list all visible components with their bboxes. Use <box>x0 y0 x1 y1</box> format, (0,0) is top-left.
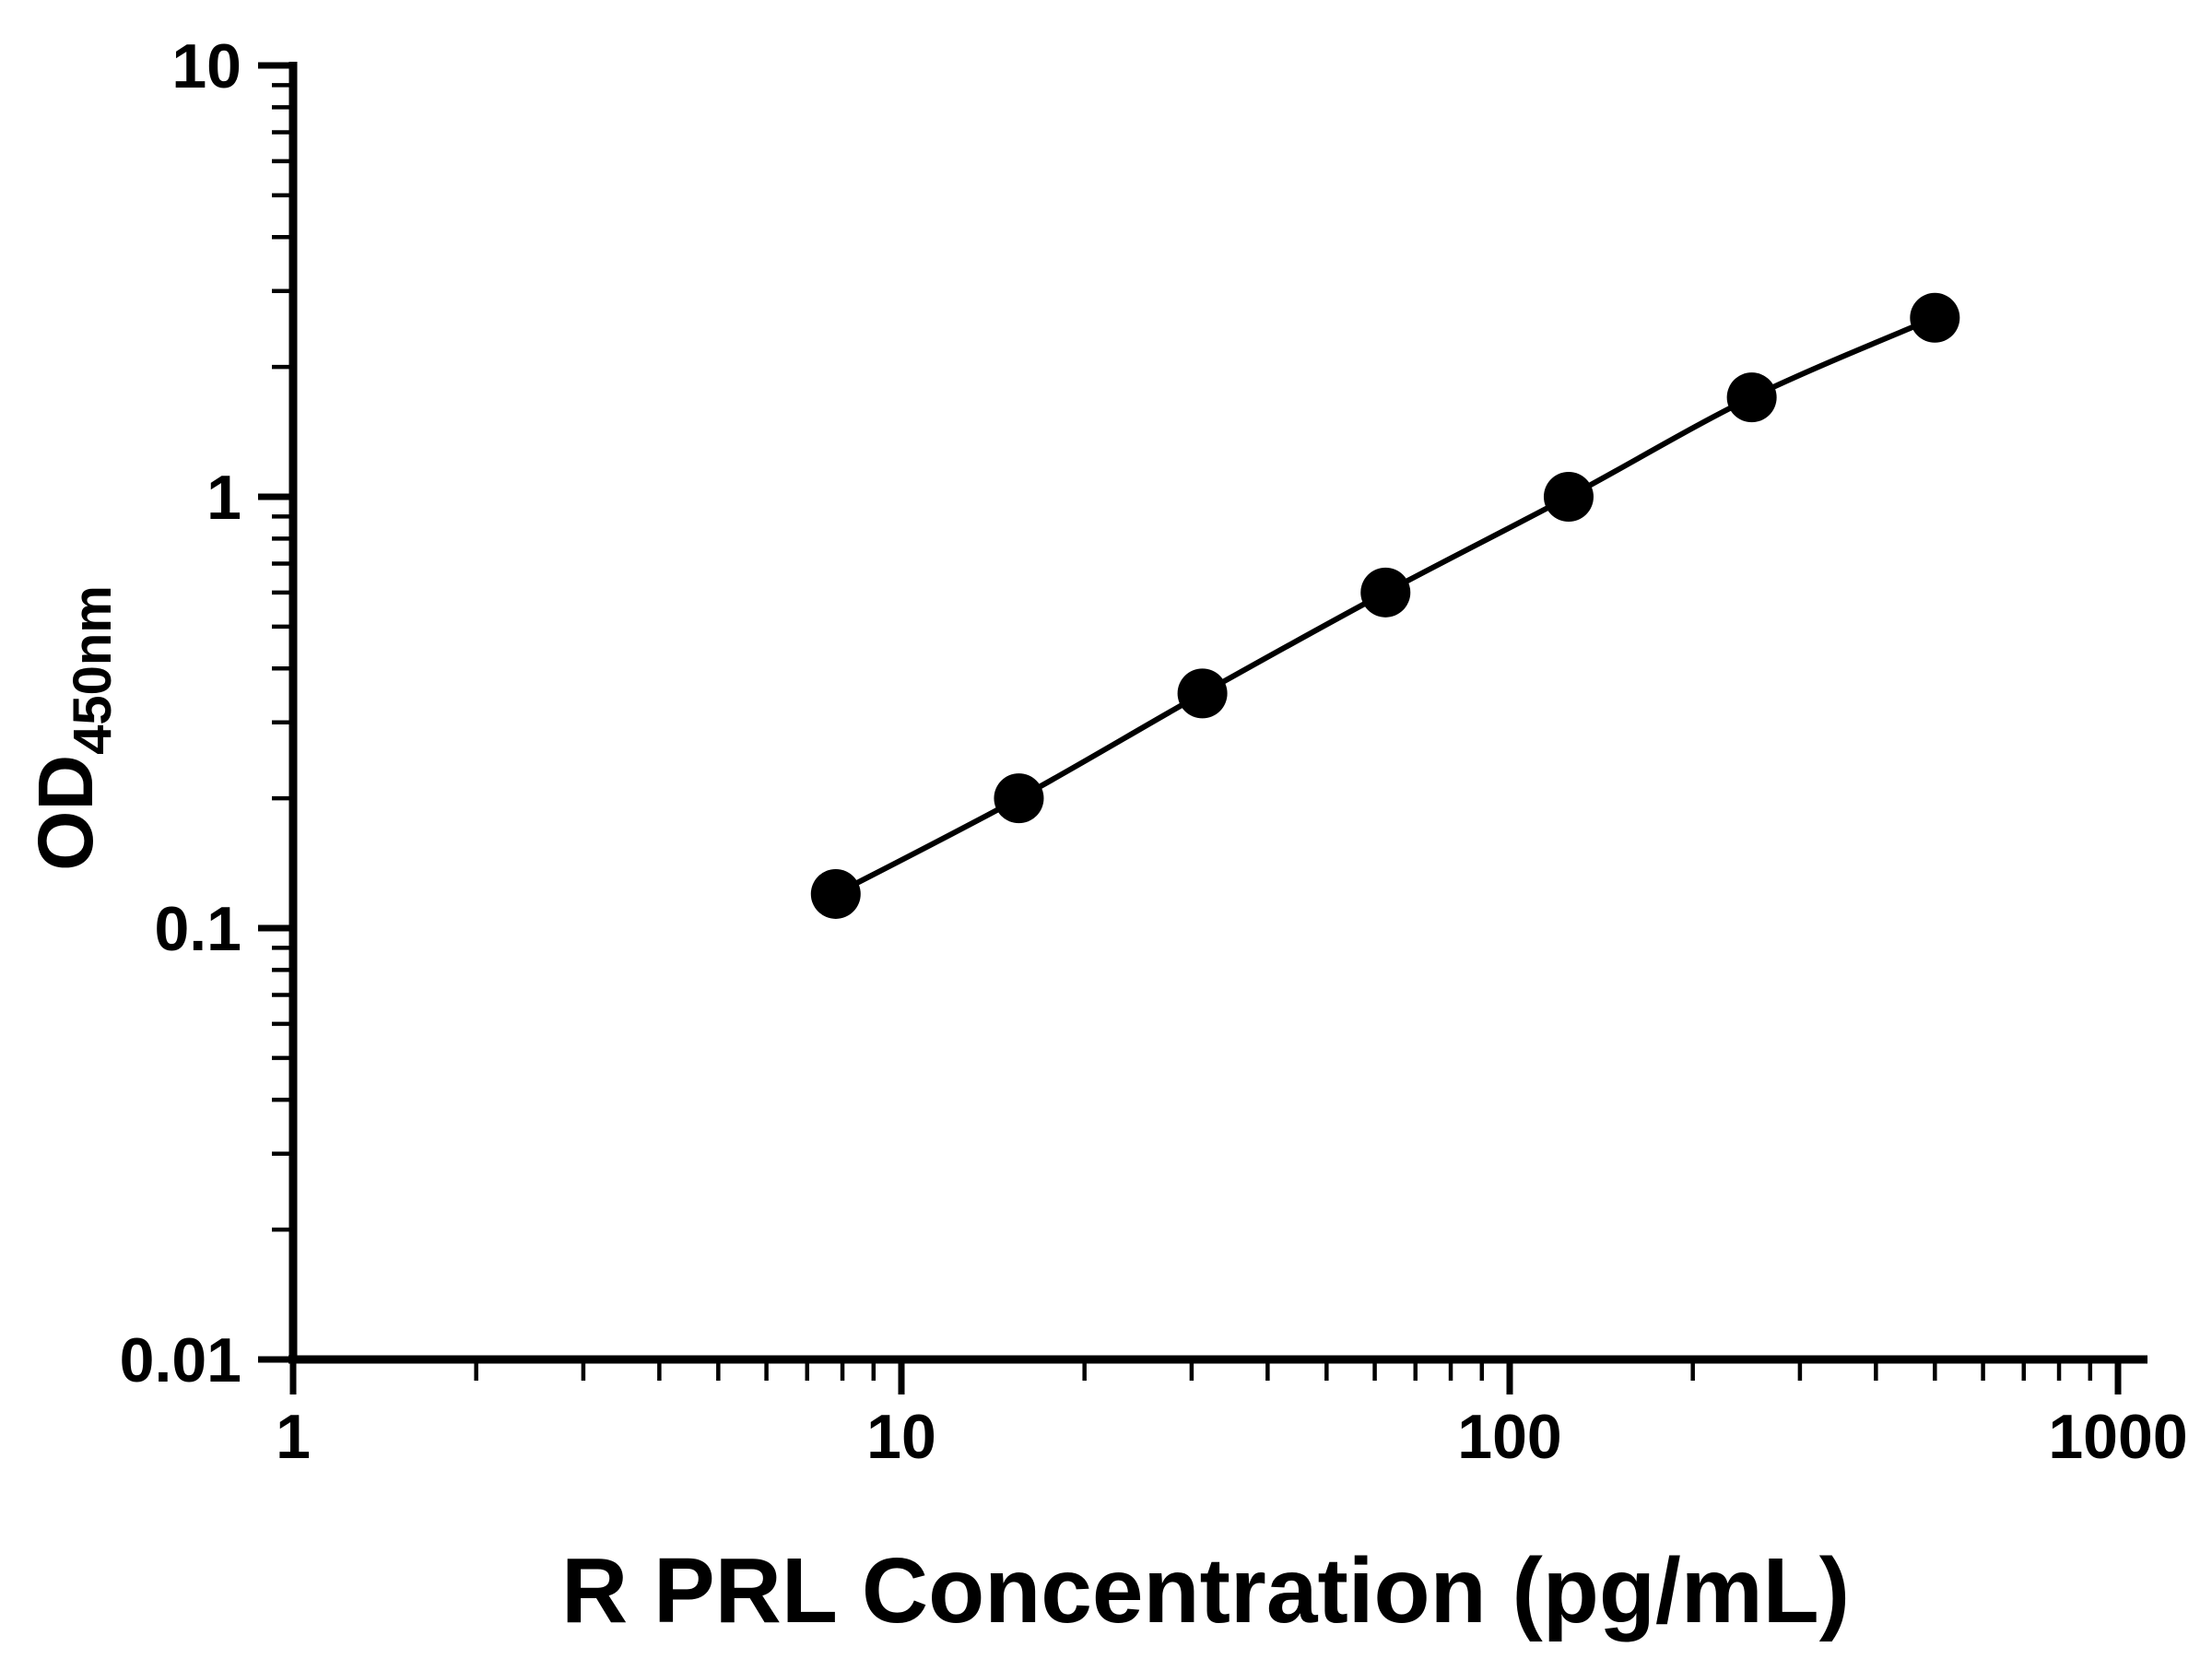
x-axis-tick-label: 1 <box>276 1402 311 1472</box>
y-axis-tick-label: 1 <box>206 463 241 533</box>
y-axis-title-subscript: 450nm <box>63 585 123 755</box>
axes-layer: 1 10 100 1000 0.01 0.1 1 10 <box>120 31 2188 1472</box>
y-axis-tick-label: 0.01 <box>120 1325 241 1395</box>
data-point-marker <box>1177 668 1228 719</box>
y-axis-tick-label: 10 <box>171 31 241 101</box>
series-layer <box>810 292 1960 919</box>
data-point-marker <box>994 773 1044 824</box>
x-axis-tick-label: 1000 <box>2048 1402 2187 1472</box>
y-axis-tick-label: 0.1 <box>154 894 241 964</box>
x-axis-tick-label: 10 <box>866 1402 936 1472</box>
x-axis-title: R PRL Concentration (pg/mL) <box>561 1539 1850 1642</box>
y-axis-title-main: OD <box>22 755 109 871</box>
data-point-marker <box>1726 372 1777 423</box>
data-point-marker <box>810 868 861 919</box>
x-axis-tick-label: 100 <box>1457 1402 1561 1472</box>
data-point-marker <box>1543 472 1594 522</box>
y-axis-title: OD450nm <box>22 585 123 871</box>
data-point-marker <box>1360 567 1411 618</box>
data-point-marker <box>1910 292 1960 343</box>
